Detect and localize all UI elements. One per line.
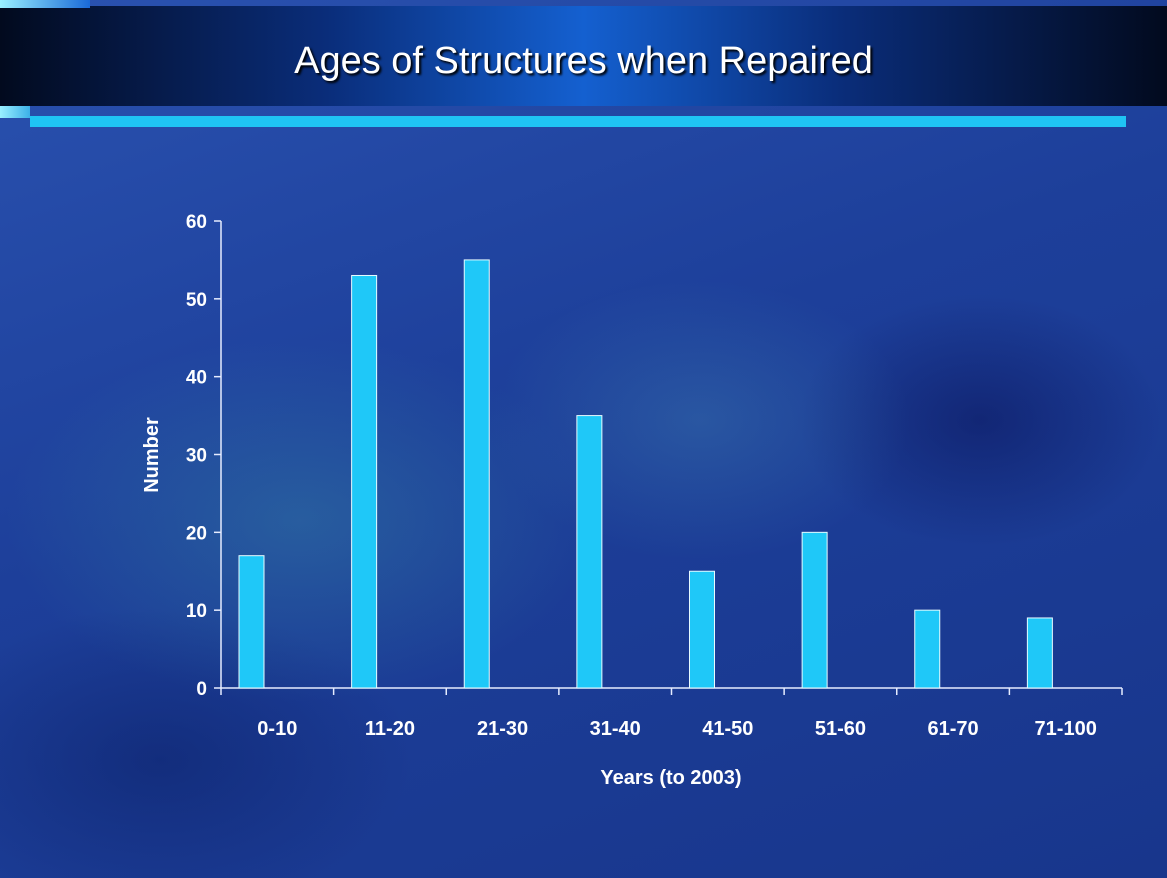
y-tick-label: 0 [196,679,207,700]
y-tick-label: 10 [186,601,207,622]
bar-71-100 [1026,617,1053,689]
x-category-label: 21-30 [477,718,528,740]
bar-61-70 [914,609,941,689]
x-category-label: 11-20 [365,718,415,740]
x-category-label: 51-60 [815,718,866,740]
x-category-label: 41-50 [702,718,753,740]
bar-31-40 [576,415,603,689]
title-underline [30,116,1126,127]
bar-21-30 [463,259,490,689]
y-tick-label: 50 [186,290,207,311]
bar-41-50 [689,570,715,689]
x-category-label: 71-100 [1035,718,1097,740]
y-tick-label: 30 [186,446,207,467]
bar-51-60 [801,531,828,689]
x-category-label: 61-70 [927,718,978,740]
x-category-label: 31-40 [590,718,641,740]
y-tick-label: 20 [186,523,207,544]
accent-top-left [0,0,90,8]
x-category-label: 0-10 [257,718,297,740]
y-axis-title: Number [141,417,163,493]
slide-title: Ages of Structures when Repaired [294,40,873,82]
y-tick-label: 60 [186,212,207,233]
bar-11-20 [351,274,378,689]
title-bar [0,6,1167,106]
accent-mid-left [0,106,30,118]
y-tick-label: 40 [186,368,207,389]
bar-0-10 [238,555,265,689]
x-axis-title: Years (to 2003) [600,767,741,789]
